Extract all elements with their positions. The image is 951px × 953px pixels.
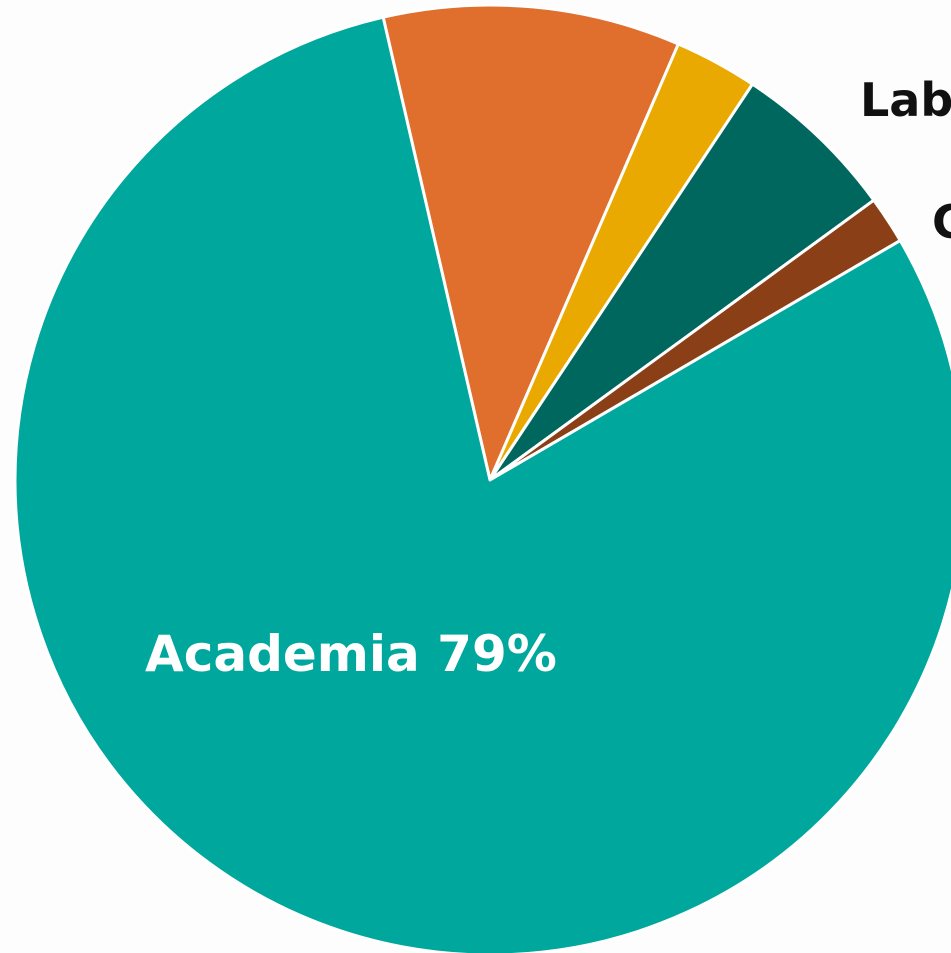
pie-slice-1	[381, 3, 680, 482]
academia-label: Academia 79%	[145, 625, 557, 683]
lab-label-truncated: Lab	[860, 73, 951, 127]
pie-slice-academia	[13, 15, 951, 953]
pie-slice-3	[488, 82, 876, 482]
pie-slices	[13, 3, 951, 953]
c-label-truncated: C	[932, 195, 951, 249]
